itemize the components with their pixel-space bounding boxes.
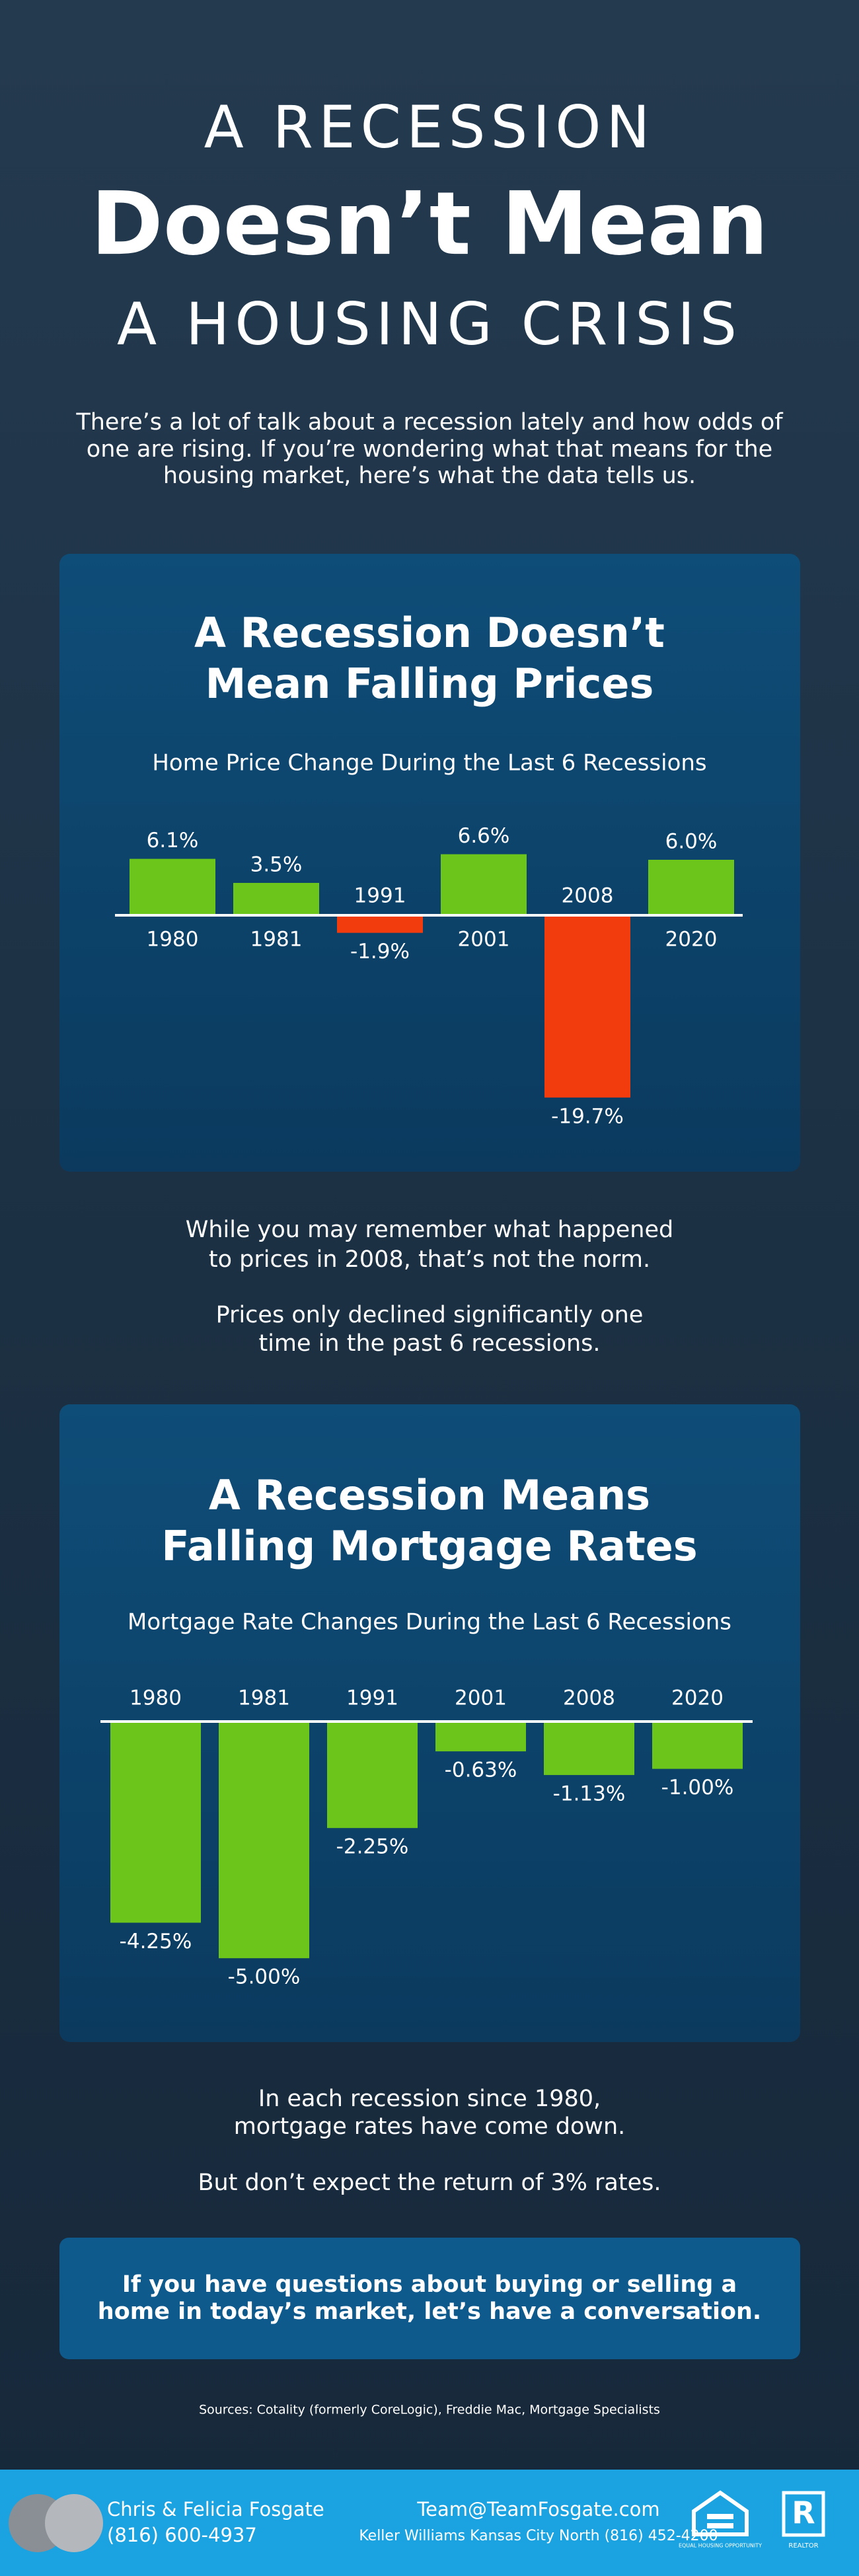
value-label: -1.9% xyxy=(350,940,410,964)
value-label: 6.0% xyxy=(665,830,718,854)
value-label: -1.13% xyxy=(553,1782,626,1805)
cta-text: home in today’s market, let’s have a con… xyxy=(98,2298,761,2325)
email: Team@TeamFosgate.com xyxy=(416,2498,659,2520)
svg-text:R: R xyxy=(792,2495,815,2531)
headline: A RECESSION xyxy=(204,93,655,161)
value-label: -0.63% xyxy=(445,1759,517,1782)
headline: Doesn’t Mean xyxy=(91,173,768,275)
chart-title: A Recession Means xyxy=(209,1471,650,1519)
value-label: -5.00% xyxy=(228,1965,301,1989)
bar xyxy=(110,1722,201,1923)
category-label: 1991 xyxy=(346,1686,398,1710)
value-label: -1.00% xyxy=(661,1776,734,1799)
note-text: to prices in 2008, that’s not the norm. xyxy=(209,1246,650,1273)
intro-text: one are rising. If you’re wondering what… xyxy=(87,436,772,463)
bar xyxy=(130,858,215,915)
category-label: 2001 xyxy=(458,928,510,952)
sources: Sources: Cotality (formerly CoreLogic), … xyxy=(199,2403,660,2417)
intro-text: There’s a lot of talk about a recession … xyxy=(75,409,783,436)
value-label: 6.1% xyxy=(147,829,199,852)
note-text: mortgage rates have come down. xyxy=(234,2113,626,2140)
value-label: 6.6% xyxy=(458,824,510,848)
note-text: While you may remember what happened xyxy=(186,1217,674,1243)
category-label: 1981 xyxy=(238,1686,290,1710)
note-text: time in the past 6 recessions. xyxy=(258,1330,600,1357)
cta-text: If you have questions about buying or se… xyxy=(122,2271,737,2298)
bar xyxy=(648,860,734,915)
category-label: 1980 xyxy=(147,928,199,952)
value-label: -2.25% xyxy=(336,1835,409,1859)
note-text: In each recession since 1980, xyxy=(258,2086,601,2112)
value-label: 3.5% xyxy=(250,853,303,877)
agent-phone: (816) 600-4937 xyxy=(107,2524,257,2546)
agent-names: Chris & Felicia Fosgate xyxy=(107,2498,324,2520)
chart-title: Falling Mortgage Rates xyxy=(161,1522,697,1570)
bar xyxy=(337,915,423,933)
category-label: 1980 xyxy=(130,1686,182,1710)
bar xyxy=(219,1722,309,1959)
bar xyxy=(435,1722,526,1752)
chart-title: A Recession Doesn’t xyxy=(194,609,665,657)
category-label: 1991 xyxy=(354,884,406,908)
bar xyxy=(441,854,527,915)
chart-title: Mean Falling Prices xyxy=(205,660,654,708)
intro-text: housing market, here’s what the data tel… xyxy=(163,463,696,489)
bar xyxy=(544,1722,634,1775)
cta-box xyxy=(59,2238,800,2359)
office: Keller Williams Kansas City North (816) … xyxy=(359,2528,718,2544)
category-label: 2008 xyxy=(562,884,614,908)
note-text: But don’t expect the return of 3% rates. xyxy=(198,2170,661,2196)
realtor-icon: R xyxy=(782,2491,825,2537)
category-label: 2001 xyxy=(455,1686,507,1710)
eho-label: EQUAL HOUSING OPPORTUNITY xyxy=(679,2543,762,2549)
eho-icon xyxy=(692,2490,749,2536)
chart-subtitle: Mortgage Rate Changes During the Last 6 … xyxy=(128,1609,731,1636)
category-label: 2008 xyxy=(563,1686,615,1710)
chart-subtitle: Home Price Change During the Last 6 Rece… xyxy=(152,750,706,777)
value-label: -19.7% xyxy=(551,1104,624,1128)
bar xyxy=(652,1722,743,1769)
bar xyxy=(233,883,319,915)
realtor-label: REALTOR xyxy=(788,2542,818,2550)
agent-photo xyxy=(45,2494,103,2552)
category-label: 2020 xyxy=(671,1686,724,1710)
category-label: 1981 xyxy=(250,928,303,952)
category-label: 2020 xyxy=(665,928,718,952)
value-label: -4.25% xyxy=(120,1930,192,1953)
bar xyxy=(544,915,630,1098)
headline: A HOUSING CRISIS xyxy=(117,290,742,358)
bar xyxy=(327,1722,418,1829)
footer-bar xyxy=(0,2470,859,2576)
note-text: Prices only declined significantly one xyxy=(216,1302,644,1328)
